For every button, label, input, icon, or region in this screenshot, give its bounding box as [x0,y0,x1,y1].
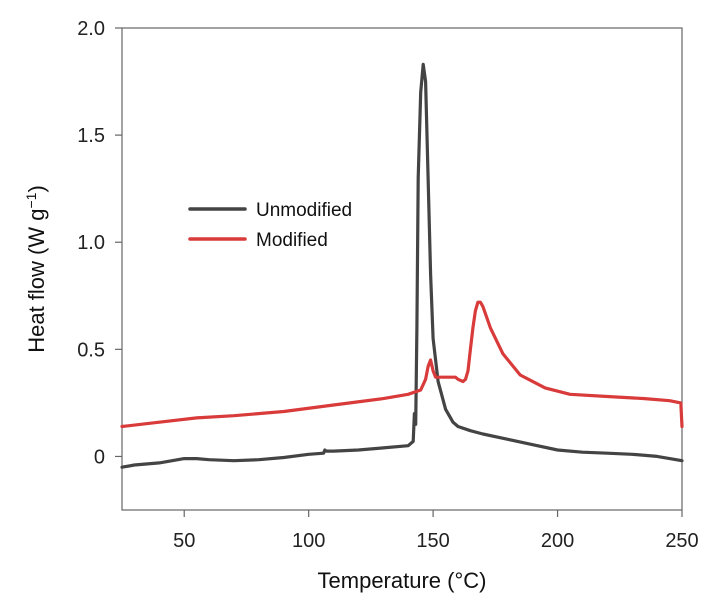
y-tick-label: 2.0 [77,18,105,40]
legend-label-modified: Modified [256,230,328,251]
x-tick-label: 200 [541,530,574,552]
x-tick-label: 150 [416,530,449,552]
y-axis-title-close: ) [24,185,49,192]
series-line-modified [120,300,684,429]
x-axis-title: Temperature (°C) [318,568,487,593]
x-tick-label: 50 [173,530,195,552]
y-tick-label: 1.5 [77,125,105,147]
y-axis-title-sup: −1 [23,192,39,208]
x-tick-label: 100 [292,530,325,552]
y-axis-title: Heat flow (W g−1) [23,185,49,353]
y-tick-label: 0.5 [77,339,105,361]
plot-frame [121,27,683,511]
x-tick-label: 250 [665,530,698,552]
legend: Unmodified Modified [188,200,352,251]
y-tick-label: 0 [94,446,105,468]
y-axis-title-main: Heat flow (W g [24,209,49,353]
y-tick-label: 1.0 [77,232,105,254]
series-line-unmodified [120,62,684,469]
ticks-layer: 50 100 150 200 250 0 0.5 1.0 1.5 2.0 [77,18,699,552]
series-layer [120,62,684,469]
legend-label-unmodified: Unmodified [256,200,352,221]
